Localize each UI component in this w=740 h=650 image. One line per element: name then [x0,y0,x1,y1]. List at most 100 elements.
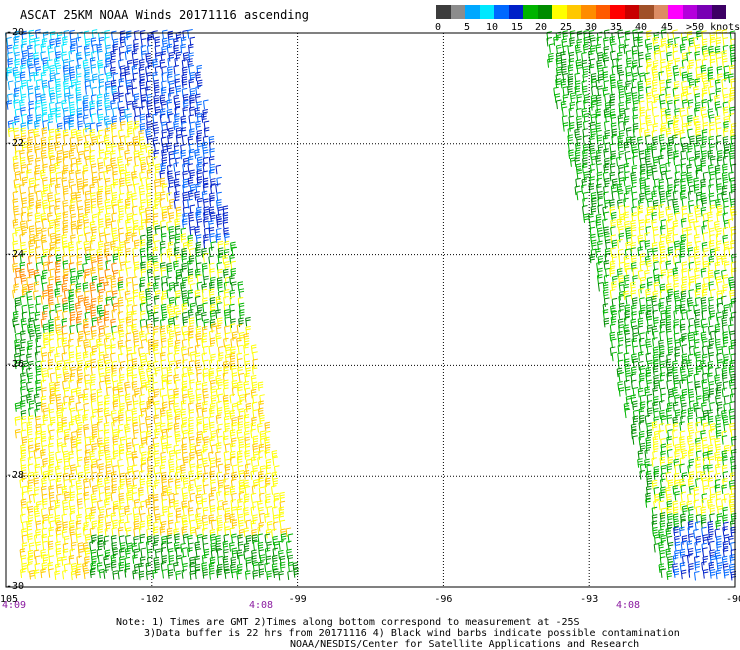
wind-speed-legend: 0 5 10 15 20 25 30 35 40 45 >50 knots [434,4,740,38]
wind-barb [208,156,215,166]
wind-barb [42,64,49,74]
wind-barb [722,514,728,524]
wind-barb [721,29,728,39]
wind-barb [147,282,153,292]
wind-barb [202,521,209,531]
wind-barb [589,37,596,47]
wind-barb [146,528,152,538]
wind-barb [604,113,611,123]
wind-barb [98,232,105,242]
wind-barb [611,190,618,201]
wind-barb [76,456,83,467]
wind-barb [41,527,48,538]
wind-barb [47,79,54,90]
wind-barb [111,372,117,382]
wind-barb [694,309,701,319]
wind-barb [707,367,714,377]
wind-barb [132,136,139,146]
wind-barb [14,30,20,41]
wind-barb [238,309,245,319]
wind-barb [665,162,671,172]
wind-barb [166,220,172,231]
wind-barb [576,30,583,41]
wind-barb [714,169,721,179]
wind-barb [91,86,97,97]
wind-barb [167,569,174,579]
wind-barb [131,365,137,375]
wind-barb [730,373,736,384]
wind-barb [567,78,574,88]
wind-barb [196,197,203,208]
wind-barb [118,443,125,454]
wind-barb [603,185,609,196]
wind-barb [69,526,75,537]
wind-barb [624,310,630,321]
wind-barb [147,360,153,370]
wind-barb [103,444,110,454]
wind-barb [41,519,48,529]
wind-barb [194,268,201,279]
wind-barb [589,45,596,55]
wind-barb [681,197,688,207]
wind-barb [695,128,701,138]
wind-barb [666,51,672,62]
wind-barb [98,149,105,159]
wind-barb [595,248,601,258]
wind-barb [652,71,658,81]
wind-barb [631,311,637,321]
wind-barb [680,415,686,425]
wind-barb [695,121,701,131]
wind-barb [721,78,727,89]
wind-barb [138,526,145,536]
wind-barb [12,66,19,77]
wind-barb [55,254,62,264]
wind-barb [667,136,674,146]
wind-barb [19,295,26,306]
wind-barb [56,402,62,412]
wind-barb [20,555,27,565]
wind-barb [89,129,96,139]
wind-barb [644,240,651,250]
wind-barb [182,547,188,557]
wind-barb [167,337,174,348]
wind-barb [714,261,721,272]
wind-barb [112,548,118,558]
wind-barb [153,86,160,96]
wind-barb [722,44,729,55]
wind-barb [76,555,82,566]
wind-barb [83,464,90,474]
wind-barb [630,247,636,257]
wind-barb [98,85,105,95]
wind-barb [112,204,118,214]
wind-barb [103,498,110,509]
wind-barb [672,513,679,523]
wind-barb [701,225,707,235]
wind-barb [693,528,699,539]
wind-barb [175,310,182,321]
wind-barb [597,143,604,154]
wind-barb [251,555,257,565]
wind-barb [26,163,33,173]
wind-barb [180,227,187,238]
wind-barb [124,176,131,187]
wind-barb [652,435,659,446]
wind-barb [173,304,179,315]
wind-barb [110,50,116,60]
wind-barb [623,85,630,95]
wind-barb [47,121,54,131]
wind-barb [173,94,179,105]
wind-barb [145,332,151,343]
wind-barb [680,290,687,301]
wind-barb [175,570,181,581]
wind-barb [84,303,91,313]
wind-barb [210,178,216,188]
wind-barb [20,498,27,509]
wind-barb [714,374,720,384]
wind-barb [279,500,286,511]
wind-barb [630,255,637,265]
wind-barb [168,470,175,481]
wind-barb [34,44,40,54]
wind-barb [216,218,222,228]
wind-barb [230,268,236,278]
wind-barb [56,337,63,348]
